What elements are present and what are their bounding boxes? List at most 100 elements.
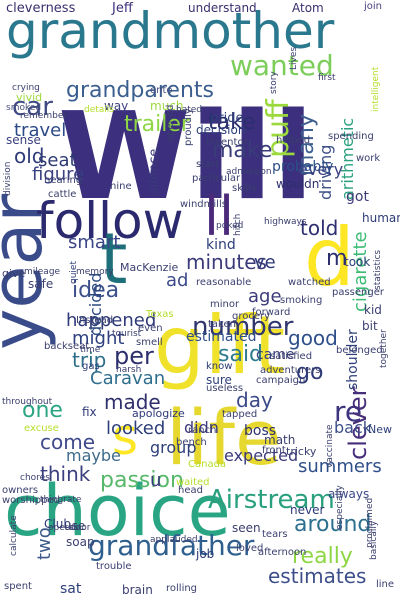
word: trouble	[96, 561, 132, 572]
word: might	[72, 328, 125, 349]
word: re	[334, 395, 363, 428]
word: front	[262, 445, 286, 456]
word: figure	[32, 164, 85, 185]
word: gas	[82, 361, 100, 372]
word: hitch	[233, 213, 243, 236]
word: bench	[176, 437, 207, 448]
word: kind	[206, 237, 236, 253]
word: cigarette	[350, 231, 371, 312]
word: idea	[72, 278, 120, 303]
word: spent	[4, 581, 32, 592]
word: adventurers	[260, 365, 321, 376]
word: t	[100, 218, 128, 300]
word: understand	[188, 1, 257, 15]
word: belonged	[336, 345, 383, 356]
word: cleverness	[6, 1, 76, 16]
word: time	[80, 345, 101, 355]
word: told	[300, 216, 339, 240]
word: head	[178, 485, 203, 496]
word: Instead	[76, 315, 114, 326]
word: ranch	[188, 425, 217, 436]
word: soap	[66, 535, 95, 549]
word: afternoon	[258, 547, 307, 558]
word: vivid	[16, 91, 43, 104]
word: applauded	[150, 535, 198, 545]
word: Lives	[289, 46, 299, 70]
word: follow	[36, 192, 184, 250]
word: d	[304, 211, 355, 304]
word: never	[290, 503, 325, 517]
word: mileage	[24, 267, 61, 277]
word: tears	[262, 529, 288, 540]
word: boss	[244, 423, 277, 439]
word: back	[334, 418, 373, 437]
word: campaign	[256, 375, 306, 386]
word: hated	[176, 105, 202, 115]
word: use	[64, 519, 86, 533]
word: smell	[136, 337, 163, 348]
word: old	[14, 144, 45, 168]
word: make	[212, 138, 273, 163]
word: take	[208, 110, 256, 135]
word: car	[12, 92, 53, 122]
word: smoked	[6, 103, 42, 113]
word: even	[138, 323, 163, 334]
word: Club	[44, 517, 71, 531]
word: looked	[106, 418, 166, 439]
word: waited	[176, 477, 210, 488]
word: throughout	[2, 397, 53, 407]
word: think	[40, 462, 91, 486]
word: number	[192, 312, 294, 342]
word: helped	[276, 135, 311, 146]
word: grandparents	[66, 78, 214, 103]
word: came	[256, 347, 295, 363]
word: math	[264, 433, 296, 447]
word: ll	[204, 185, 235, 248]
word: passion	[100, 468, 184, 493]
word: minutes	[186, 250, 267, 274]
word: sat	[60, 581, 82, 597]
word: Canada	[188, 459, 227, 470]
word: one	[22, 398, 63, 423]
word: human	[362, 211, 400, 225]
word: especially	[335, 485, 345, 530]
word: wouldn	[276, 177, 320, 191]
word: reasonable	[196, 277, 252, 288]
word: Texas	[146, 309, 174, 320]
word: memory	[76, 267, 114, 277]
word: Atom	[292, 1, 324, 15]
word: remember	[20, 111, 68, 121]
word: expected	[224, 446, 299, 465]
word: know	[206, 361, 233, 372]
word: tourist	[112, 329, 142, 339]
word: cattle	[48, 189, 77, 200]
word: loved	[236, 543, 264, 554]
word: Caravan	[90, 368, 166, 389]
word: grandfather	[88, 529, 255, 562]
word: grocery	[232, 311, 271, 322]
word: age	[248, 286, 282, 307]
word: around	[294, 512, 372, 537]
word: details	[84, 105, 114, 115]
word: m	[326, 246, 348, 271]
word: apologize	[132, 407, 185, 420]
word: life	[166, 393, 282, 482]
word: per	[114, 342, 154, 370]
word: story	[269, 71, 279, 94]
word: spending	[328, 131, 374, 142]
word: skills	[232, 183, 257, 194]
word: nine	[110, 181, 132, 192]
word: summers	[298, 456, 382, 477]
word: trailer	[124, 112, 190, 137]
word: Jeff	[112, 1, 133, 16]
word: windmills	[180, 199, 227, 210]
word: s	[112, 408, 139, 466]
word: Airstream	[208, 485, 335, 515]
word: backseat	[44, 341, 90, 352]
word: didn	[184, 418, 219, 437]
word: gift	[154, 299, 286, 392]
word: smart	[68, 232, 121, 253]
word: thingrate	[40, 495, 82, 505]
word: safe	[28, 277, 54, 291]
